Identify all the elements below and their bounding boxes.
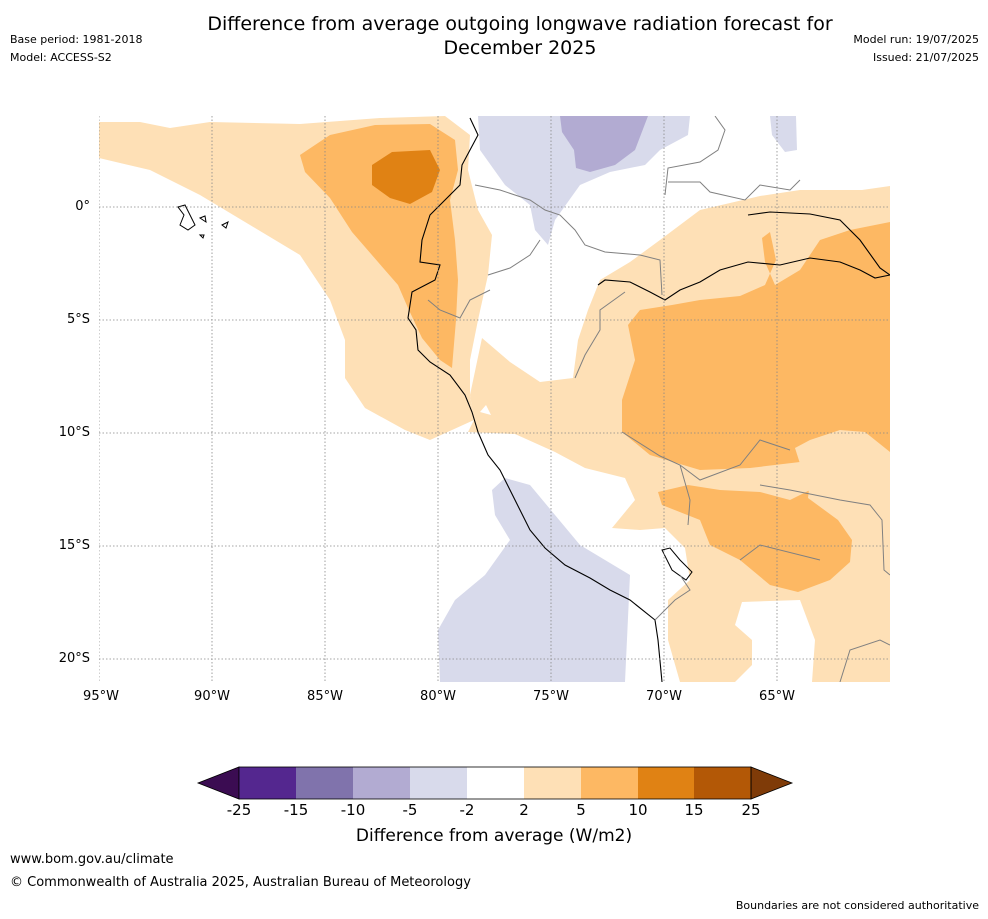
- graticule: [99, 116, 890, 682]
- lon-label-95w: 95°W: [83, 689, 119, 704]
- colorbar-tick: 2: [519, 801, 529, 819]
- colorbar-swatch-p15-p25: [694, 767, 751, 799]
- anomaly-region-m10-m5-north: [560, 116, 648, 172]
- colorbar-tick: 5: [576, 801, 586, 819]
- galapagos-islands: [177, 204, 229, 239]
- colorbar-swatch-p10-p15: [638, 767, 694, 799]
- colorbar-extend-high: [750, 766, 794, 800]
- lon-label-85w: 85°W: [307, 689, 343, 704]
- lon-label-75w: 75°W: [533, 689, 569, 704]
- title-line-2: December 2025: [443, 37, 597, 59]
- lon-label-80w: 80°W: [420, 689, 456, 704]
- colorbar-title: Difference from average (W/m2): [355, 826, 633, 846]
- base-period: Base period: 1981-2018: [10, 33, 143, 46]
- colorbar-swatch-m10-m5: [353, 767, 410, 799]
- model-name: Model: ACCESS-S2: [10, 51, 112, 64]
- colorbar-tick: -25: [226, 801, 252, 819]
- title-line-1: Difference from average outgoing longwav…: [207, 13, 833, 35]
- footer-url: www.bom.gov.au/climate: [10, 852, 174, 867]
- coastline-south-america: [407, 117, 663, 682]
- coastline-lake-titicaca: [661, 547, 693, 581]
- meta-left: Base period: 1981-2018 Model: ACCESS-S2: [10, 31, 142, 67]
- colorbar-swatch-m5-m2: [410, 767, 467, 799]
- coastline-caribbean: [597, 257, 890, 301]
- map-plot-area: [99, 116, 890, 682]
- anomaly-region-m5-m2-north: [478, 116, 690, 245]
- lat-label-0: 0°: [75, 199, 90, 214]
- anomaly-region-m5-m2-north-east: [770, 116, 797, 152]
- issued-date: Issued: 21/07/2025: [872, 51, 979, 64]
- colorbar-swatch-m2-p2: [467, 767, 524, 799]
- colorbar-tick: -2: [459, 801, 475, 819]
- colorbar-tick: -10: [340, 801, 366, 819]
- lon-label-70w: 70°W: [646, 689, 682, 704]
- colorbar-tick: 15: [684, 801, 704, 819]
- coastline-amazon: [747, 211, 890, 276]
- colorbar-tick: -15: [283, 801, 309, 819]
- model-run-date: Model run: 19/07/2025: [853, 33, 979, 46]
- lat-label-20s: 20°S: [58, 651, 90, 666]
- footer-copyright: © Commonwealth of Australia 2025, Austra…: [10, 875, 471, 890]
- lat-label-5s: 5°S: [66, 312, 90, 327]
- colorbar-swatch-p2-p5: [524, 767, 581, 799]
- colorbar-swatch-m25-m15: [239, 767, 296, 799]
- colorbar-swatch-m15-m10: [296, 767, 353, 799]
- anomaly-region-p5-p10-continent: [622, 222, 890, 592]
- lat-label-15s: 15°S: [58, 538, 90, 553]
- colorbar-tick: -5: [402, 801, 418, 819]
- chart-title: Difference from average outgoing longwav…: [150, 12, 890, 60]
- colorbar-outline: [238, 766, 752, 800]
- anomaly-region-m5-m2-south: [438, 478, 630, 682]
- anomaly-region-p10-p15-pacific: [372, 150, 440, 204]
- lat-label-10s: 10°S: [58, 425, 90, 440]
- colorbar-extend-low: [196, 766, 240, 800]
- lon-label-65w: 65°W: [759, 689, 795, 704]
- colorbar-tick: 25: [741, 801, 761, 819]
- colorbar: [196, 766, 794, 800]
- meta-right: Model run: 19/07/2025 Issued: 21/07/2025: [853, 31, 979, 67]
- lon-label-90w: 90°W: [194, 689, 230, 704]
- anomaly-region-neutral-continent: [795, 440, 890, 520]
- country-borders: [427, 116, 890, 682]
- colorbar-tick: 10: [628, 801, 648, 819]
- footer-boundary-note: Boundaries are not considered authoritat…: [735, 899, 979, 912]
- colorbar-swatch-p5-p10: [581, 767, 638, 799]
- anomaly-region-neutral-spot: [480, 405, 491, 415]
